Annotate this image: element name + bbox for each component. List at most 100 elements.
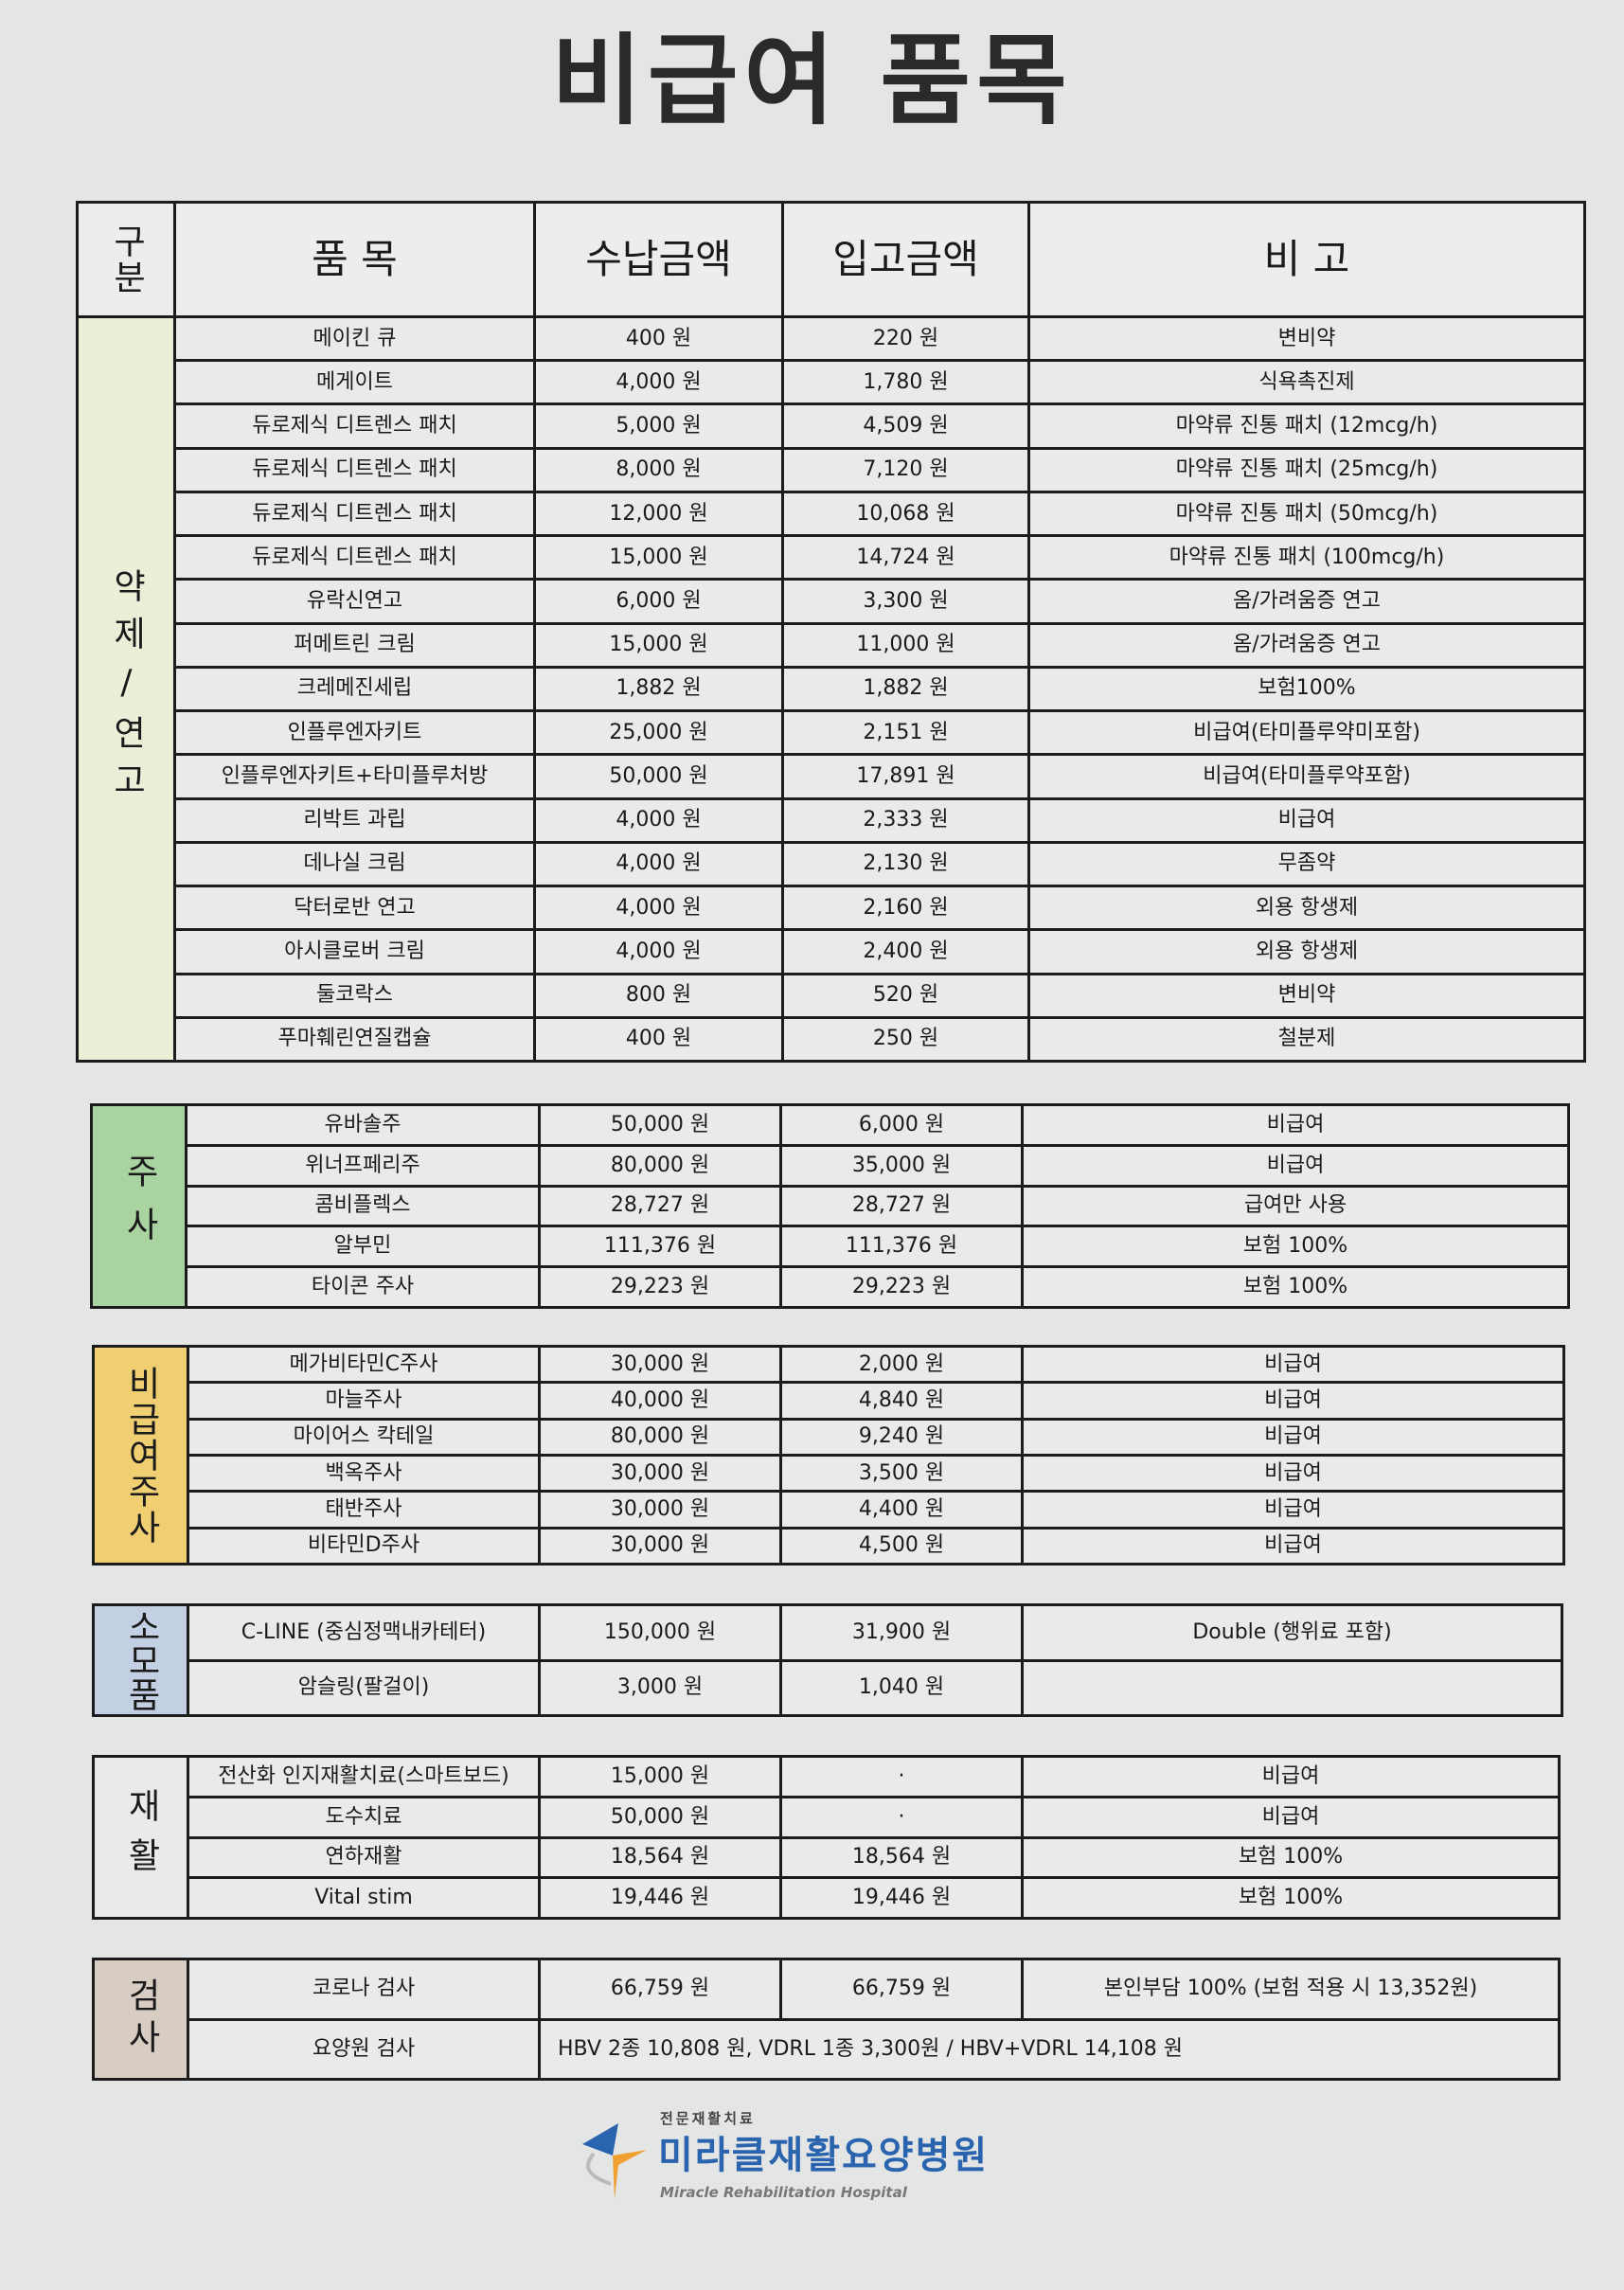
cell-item: 암슬링(팔걸이) [187, 1658, 541, 1717]
cell-cost: 14,724 원 [781, 534, 1030, 581]
cell-paid: 30,000 원 [538, 1453, 782, 1494]
cell-paid: 400 원 [533, 1015, 784, 1064]
cell-item: C-LINE (중심정맥내카테터) [187, 1603, 541, 1662]
cell-note: 옴/가려움증 연고 [1027, 621, 1586, 669]
cell-cost: · [779, 1795, 1024, 1839]
cell-cost: 7,120 원 [781, 446, 1030, 493]
cell-item: 메가비타민C주사 [187, 1344, 541, 1385]
cell-cost: 2,333 원 [781, 796, 1030, 844]
cell-item: 메게이트 [173, 359, 536, 406]
cell-item: 크레메진세립 [173, 665, 536, 713]
category-label: 비급여주사 [92, 1345, 189, 1565]
cell-cost: 17,891 원 [781, 753, 1030, 800]
cell-paid: 25,000 원 [533, 709, 784, 757]
cell-paid: 29,223 원 [538, 1265, 782, 1309]
cell-note [1021, 1658, 1563, 1717]
cell-note: 무좀약 [1027, 840, 1586, 888]
cell-paid: 50,000 원 [538, 1103, 782, 1147]
cell-paid: 30,000 원 [538, 1490, 782, 1530]
cell-paid: 1,882 원 [533, 665, 784, 713]
cell-item: 아시클로버 크림 [173, 928, 536, 975]
cell-note: Double (행위료 포함) [1021, 1603, 1563, 1662]
cell-paid: 400 원 [533, 314, 784, 363]
table-row: 요양원 검사 HBV 2종 10,808 원, VDRL 1종 3,300원 / … [94, 2017, 1561, 2081]
cell-item: 푸마훼린연질캡슐 [173, 1015, 536, 1064]
hospital-logo: 전문재활치료 미라클재활요양병원 Miracle Rehabilitation … [573, 2110, 1065, 2205]
table-row: 둘코락스 800 원 520 원 변비약 [78, 972, 1586, 1019]
logo-name: 미라클재활요양병원 [658, 2134, 990, 2177]
cell-note: 마약류 진통 패치 (100mcg/h) [1027, 534, 1586, 581]
table-row: 위너프페리주 80,000 원 35,000 원 비급여 [92, 1143, 1570, 1188]
cell-item: 닥터로반 연고 [173, 885, 536, 932]
cell-cost: 4,840 원 [779, 1381, 1024, 1421]
cell-cost: 19,446 원 [779, 1876, 1024, 1920]
cell-item: 리박트 과립 [173, 796, 536, 844]
table-row: 연하재활 18,564 원 18,564 원 보험 100% [94, 1835, 1561, 1880]
cell-cost: 2,160 원 [781, 885, 1030, 932]
cell-cost: 111,376 원 [779, 1225, 1024, 1269]
category-label: 약제/연고 [76, 315, 176, 1063]
header-category: 구분 [76, 201, 176, 318]
cell-cost: 2,000 원 [779, 1344, 1024, 1385]
cell-item: 마이어스 칵테일 [187, 1417, 541, 1457]
header-note: 비 고 [1027, 201, 1586, 318]
cell-cost: 2,151 원 [781, 709, 1030, 757]
cell-cost: 29,223 원 [779, 1265, 1024, 1309]
table-row: 암슬링(팔걸이) 3,000 원 1,040 원 [94, 1658, 1563, 1717]
cell-note: 본인부담 100% (보험 적용 시 13,352원) [1021, 1958, 1561, 2021]
table-row: 듀로제식 디트렌스 패치 5,000 원 4,509 원 마약류 진통 패치 (12m… [78, 403, 1586, 450]
cell-note: 비급여 [1027, 796, 1586, 844]
cell-item: 메이킨 큐 [173, 314, 536, 363]
table-row: 듀로제식 디트렌스 패치 12,000 원 10,068 원 마약류 진통 패치 (5… [78, 490, 1586, 538]
cell-item: 유바솔주 [185, 1103, 541, 1147]
logo-subtitle: 전문재활치료 [660, 2110, 756, 2127]
cell-paid: 4,000 원 [533, 928, 784, 975]
header-paid: 수납금액 [533, 201, 784, 318]
table-row: 백옥주사 30,000 원 3,500 원 비급여 [94, 1453, 1565, 1494]
cell-note: 비급여(타미플루약포함) [1027, 753, 1586, 800]
table-row: 리박트 과립 4,000 원 2,333 원 비급여 [78, 796, 1586, 844]
cell-cost: 1,040 원 [779, 1658, 1024, 1717]
cell-item: 유락신연고 [173, 578, 536, 625]
table-row: 듀로제식 디트렌스 패치 15,000 원 14,724 원 마약류 진통 패치 (1… [78, 534, 1586, 581]
table-row: 검사 코로나 검사 66,759 원 66,759 원 본인부담 100% (보험 적용… [92, 1958, 1561, 2081]
table-row: 마이어스 칵테일 80,000 원 9,240 원 비급여 [94, 1417, 1565, 1457]
cell-cost: 2,130 원 [781, 840, 1030, 888]
cell-item: 위너프페리주 [185, 1143, 541, 1188]
category-label: 검사 [92, 1958, 189, 2081]
cell-paid: 4,000 원 [533, 885, 784, 932]
cell-paid: 50,000 원 [538, 1795, 782, 1839]
cell-note: 마약류 진통 패치 (50mcg/h) [1027, 490, 1586, 538]
cell-cost: 3,300 원 [781, 578, 1030, 625]
table-row: 타이콘 주사 29,223 원 29,223 원 보험 100% [92, 1265, 1570, 1309]
cell-note: 비급여 [1021, 1103, 1570, 1147]
cell-paid: 15,000 원 [533, 534, 784, 581]
cell-cost: 10,068 원 [781, 490, 1030, 538]
cell-cost: 11,000 원 [781, 621, 1030, 669]
cell-item: 비타민D주사 [187, 1526, 541, 1566]
table-row: 데나실 크림 4,000 원 2,130 원 무좀약 [78, 840, 1586, 888]
cell-note: 보험 100% [1021, 1265, 1570, 1309]
cell-paid: 18,564 원 [538, 1835, 782, 1880]
cell-item: 듀로제식 디트렌스 패치 [173, 403, 536, 450]
cell-paid: 150,000 원 [538, 1603, 782, 1662]
cell-paid: 8,000 원 [533, 446, 784, 493]
table-row: 듀로제식 디트렌스 패치 8,000 원 7,120 원 마약류 진통 패치 (25m… [78, 446, 1586, 493]
cell-item: 듀로제식 디트렌스 패치 [173, 490, 536, 538]
cell-cost: 1,780 원 [781, 359, 1030, 406]
table-row: 마늘주사 40,000 원 4,840 원 비급여 [94, 1381, 1565, 1421]
cell-cost: · [779, 1755, 1024, 1798]
logo-english: Miracle Rehabilitation Hospital [660, 2184, 907, 2201]
cell-paid: 800 원 [533, 972, 784, 1019]
cell-item: 마늘주사 [187, 1381, 541, 1421]
cell-note: 비급여(타미플루약미포함) [1027, 709, 1586, 757]
cell-cost: 1,882 원 [781, 665, 1030, 713]
category-label: 소모품 [92, 1603, 189, 1717]
cell-note: 보험 100% [1021, 1876, 1561, 1920]
cell-paid: 30,000 원 [538, 1344, 782, 1385]
cell-item: 백옥주사 [187, 1453, 541, 1494]
cell-note: 보험 100% [1021, 1225, 1570, 1269]
cell-note: 비급여 [1021, 1755, 1561, 1798]
section-noncovered-injection: 비급여주사 메가비타민C주사 30,000 원 2,000 원 비급여 마늘주사 40,00… [92, 1344, 1565, 1566]
cell-cost: 3,500 원 [779, 1453, 1024, 1494]
